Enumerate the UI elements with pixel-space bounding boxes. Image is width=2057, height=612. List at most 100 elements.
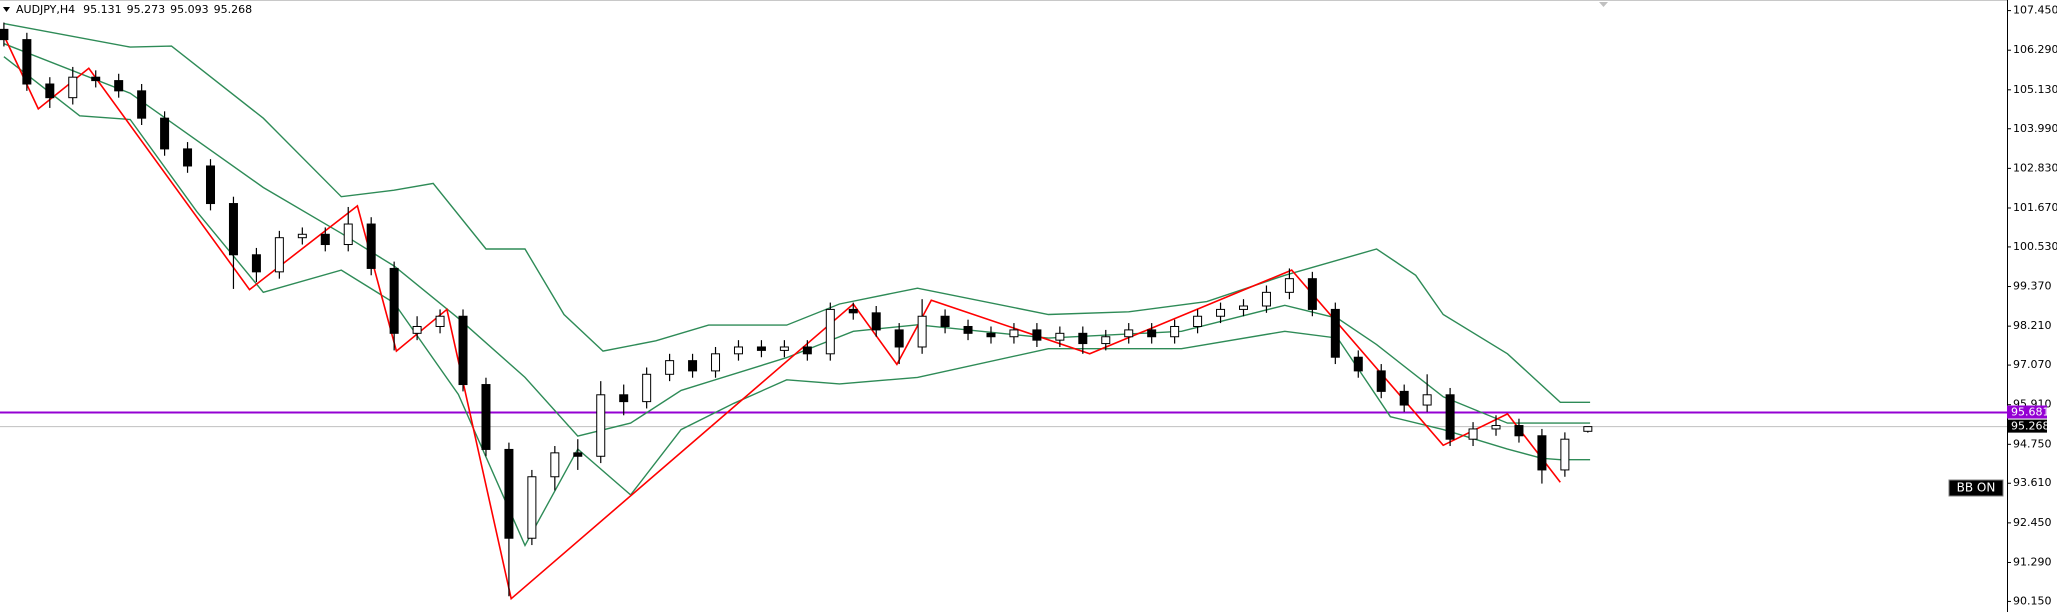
candle-body (183, 148, 193, 167)
candle (733, 340, 743, 361)
candle-body (435, 315, 445, 327)
candle-body (228, 203, 238, 256)
candle-body (1307, 278, 1317, 310)
candle-body (711, 353, 721, 372)
candle (894, 323, 904, 365)
candle (22, 32, 32, 91)
candle (1583, 426, 1593, 433)
candle-body (504, 448, 514, 539)
candle (688, 353, 698, 378)
candle (642, 367, 652, 409)
candle (1101, 329, 1111, 351)
candle (711, 346, 721, 378)
candle (619, 384, 629, 416)
candle-body (1583, 426, 1593, 432)
candle-body (45, 83, 55, 99)
candle-body (940, 315, 950, 327)
header-low: 95.093 (170, 3, 209, 16)
candle-body (871, 312, 881, 331)
zigzag-line (3, 35, 1561, 601)
candle-body (1170, 325, 1180, 338)
candle (68, 66, 78, 105)
candle (1330, 302, 1340, 365)
y-tick-label: 92.450 (2013, 516, 2052, 529)
band-line (3, 56, 1591, 547)
candle-body (619, 394, 629, 403)
candle (1560, 432, 1570, 477)
menu-arrow[interactable] (3, 7, 10, 12)
y-tick-label: 101.670 (2013, 201, 2057, 214)
candle (527, 469, 537, 546)
candle (297, 227, 307, 245)
candle-body (1055, 332, 1065, 341)
candle-body (1284, 278, 1294, 293)
candle (1216, 302, 1226, 324)
candle (1032, 323, 1042, 347)
y-tick-label: 98.210 (2013, 319, 2052, 332)
y-tick-label: 102.830 (2013, 161, 2057, 174)
header-high: 95.273 (127, 3, 166, 16)
candle (458, 309, 468, 392)
y-tick-label: 97.070 (2013, 358, 2052, 371)
candle (481, 377, 491, 457)
candle-body (458, 315, 468, 386)
candle (1284, 268, 1294, 300)
candle (940, 309, 950, 334)
candle-body (825, 308, 835, 355)
candle (848, 302, 858, 320)
shift-marker (1599, 2, 1608, 7)
candle-body (642, 373, 652, 403)
candle-body (412, 325, 422, 334)
candle (802, 340, 812, 361)
candle (1445, 387, 1455, 447)
band-line (3, 22, 1591, 403)
candle (1537, 428, 1547, 484)
candle-body (1124, 329, 1134, 338)
candle-body (1330, 308, 1340, 358)
candle (871, 306, 881, 337)
candle (573, 439, 583, 470)
candle-body (665, 360, 675, 375)
candle-body (1514, 425, 1524, 437)
candle (1078, 326, 1088, 354)
candle (1514, 418, 1524, 443)
price-label: 95.268 (2011, 420, 2050, 433)
candle-body (1399, 390, 1409, 406)
candle (1124, 323, 1134, 344)
candle (1147, 323, 1157, 344)
candle-body (1238, 305, 1248, 310)
candle (251, 247, 261, 283)
candle (550, 446, 560, 491)
y-tick-label: 94.750 (2013, 437, 2052, 450)
candle-body (1376, 370, 1386, 392)
candle-body (596, 394, 606, 457)
candle (917, 299, 927, 354)
candle-body (1009, 329, 1019, 338)
candle (1193, 309, 1203, 334)
candle (435, 309, 445, 334)
level-label: 95.681 (2011, 406, 2050, 419)
candle (1491, 415, 1501, 436)
candle-body (297, 233, 307, 239)
candle-body (550, 452, 560, 478)
candle-body (1468, 428, 1478, 440)
candle-body (274, 237, 284, 273)
y-tick-label: 103.990 (2013, 122, 2057, 135)
candle-body (22, 39, 32, 85)
candle (0, 22, 9, 47)
candle-body (1491, 425, 1501, 430)
level-label-box (2007, 405, 2047, 419)
candle (756, 340, 766, 358)
candle (665, 353, 675, 382)
y-tick-label: 90.150 (2013, 594, 2052, 607)
y-tick-label: 99.370 (2013, 280, 2052, 293)
candle-body (206, 165, 216, 205)
candle (779, 340, 789, 358)
candle (1055, 326, 1065, 347)
candle-body (160, 117, 170, 150)
y-tick-label: 106.290 (2013, 43, 2057, 56)
candle-body (366, 223, 376, 269)
candle-body (848, 308, 858, 314)
